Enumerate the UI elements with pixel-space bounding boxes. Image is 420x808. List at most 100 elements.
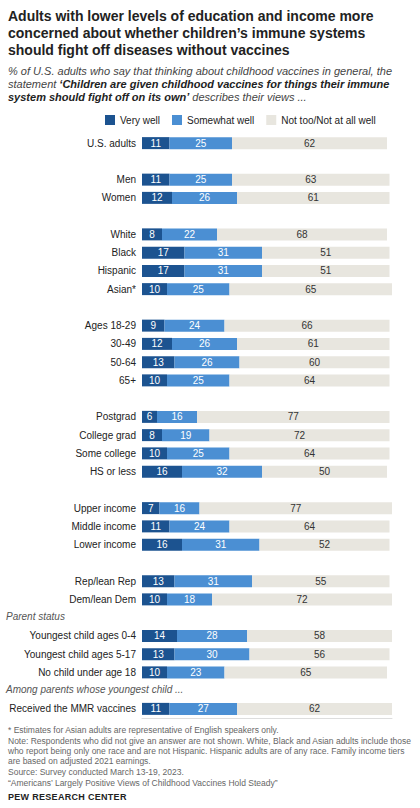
svg-text:25: 25	[193, 375, 205, 386]
svg-text:25: 25	[193, 448, 205, 459]
svg-text:72: 72	[296, 594, 308, 605]
svg-text:31: 31	[208, 576, 220, 587]
svg-text:62: 62	[304, 138, 316, 149]
svg-text:52: 52	[319, 539, 331, 550]
svg-text:10: 10	[149, 594, 161, 605]
svg-text:25: 25	[195, 138, 207, 149]
svg-text:55: 55	[315, 576, 327, 587]
svg-text:24: 24	[189, 320, 201, 331]
svg-text:Some college: Some college	[75, 448, 136, 459]
svg-text:77: 77	[290, 503, 302, 514]
svg-text:56: 56	[314, 649, 326, 660]
svg-text:25: 25	[195, 174, 207, 185]
svg-text:16: 16	[156, 539, 168, 550]
svg-text:13: 13	[153, 576, 165, 587]
svg-text:12: 12	[151, 338, 163, 349]
svg-text:50: 50	[319, 466, 331, 477]
svg-text:10: 10	[149, 667, 161, 678]
svg-text:25: 25	[193, 284, 205, 295]
svg-text:Lower income: Lower income	[74, 539, 137, 550]
svg-text:64: 64	[304, 521, 316, 532]
svg-text:72: 72	[294, 430, 306, 441]
svg-text:13: 13	[153, 649, 165, 660]
svg-text:10: 10	[149, 375, 161, 386]
svg-text:Black: Black	[112, 247, 137, 258]
svg-text:77: 77	[288, 411, 300, 422]
svg-text:9: 9	[150, 320, 156, 331]
svg-text:13: 13	[153, 357, 165, 368]
svg-text:30: 30	[206, 649, 218, 660]
svg-text:Upper income: Upper income	[74, 503, 137, 514]
svg-text:Parent status: Parent status	[6, 611, 65, 622]
svg-text:60: 60	[309, 357, 321, 368]
svg-text:Ages 18-29: Ages 18-29	[85, 320, 137, 331]
svg-text:19: 19	[180, 430, 192, 441]
svg-text:62: 62	[309, 703, 321, 714]
svg-text:8: 8	[149, 229, 155, 240]
svg-text:No child under age 18: No child under age 18	[38, 667, 136, 678]
svg-text:16: 16	[171, 411, 183, 422]
svg-text:65: 65	[305, 284, 317, 295]
svg-text:11: 11	[151, 174, 162, 185]
svg-text:HS or less: HS or less	[90, 466, 136, 477]
svg-text:Youngest child ages 0-4: Youngest child ages 0-4	[30, 630, 137, 641]
svg-text:11: 11	[151, 138, 162, 149]
svg-text:Very well: Very well	[120, 115, 160, 126]
svg-text:Somewhat well: Somewhat well	[187, 115, 254, 126]
svg-text:31: 31	[218, 265, 230, 276]
svg-text:51: 51	[320, 265, 332, 276]
svg-text:61: 61	[308, 338, 320, 349]
svg-text:16: 16	[156, 466, 168, 477]
svg-text:Youngest child ages 5-17: Youngest child ages 5-17	[24, 649, 136, 660]
svg-text:26: 26	[199, 338, 211, 349]
svg-text:White: White	[110, 229, 136, 240]
svg-text:Men: Men	[117, 174, 136, 185]
svg-text:Hispanic: Hispanic	[98, 265, 136, 276]
svg-text:11: 11	[151, 703, 162, 714]
svg-text:31: 31	[215, 539, 227, 550]
svg-text:Postgrad: Postgrad	[96, 411, 136, 422]
svg-text:66: 66	[301, 320, 313, 331]
svg-text:6: 6	[147, 411, 153, 422]
svg-text:58: 58	[314, 630, 326, 641]
svg-text:65: 65	[300, 667, 312, 678]
svg-text:61: 61	[308, 192, 320, 203]
svg-text:51: 51	[320, 247, 332, 258]
svg-text:68: 68	[296, 229, 308, 240]
svg-text:26: 26	[199, 192, 211, 203]
svg-text:14: 14	[154, 630, 166, 641]
svg-text:10: 10	[149, 448, 161, 459]
svg-text:Received the MMR vaccines: Received the MMR vaccines	[9, 703, 136, 714]
svg-text:23: 23	[190, 667, 202, 678]
svg-text:24: 24	[194, 521, 206, 532]
svg-text:Not too/Not at all well: Not too/Not at all well	[281, 115, 376, 126]
svg-text:7: 7	[148, 503, 154, 514]
svg-text:Asian*: Asian*	[107, 284, 136, 295]
svg-text:11: 11	[151, 521, 162, 532]
svg-text:50-64: 50-64	[110, 357, 136, 368]
svg-text:28: 28	[206, 630, 218, 641]
svg-text:22: 22	[184, 229, 196, 240]
svg-text:31: 31	[218, 247, 230, 258]
svg-text:College grad: College grad	[79, 430, 136, 441]
svg-text:64: 64	[304, 448, 316, 459]
svg-text:16: 16	[174, 503, 186, 514]
svg-text:17: 17	[158, 265, 170, 276]
svg-text:32: 32	[216, 466, 228, 477]
svg-text:27: 27	[198, 703, 210, 714]
svg-text:Women: Women	[102, 192, 136, 203]
svg-text:18: 18	[184, 594, 196, 605]
svg-text:63: 63	[305, 174, 317, 185]
svg-text:26: 26	[201, 357, 213, 368]
svg-text:8: 8	[149, 430, 155, 441]
svg-text:U.S. adults: U.S. adults	[87, 138, 136, 149]
svg-text:17: 17	[158, 247, 170, 258]
svg-text:Rep/lean Rep: Rep/lean Rep	[75, 576, 137, 587]
svg-text:Among parents whose youngest c: Among parents whose youngest child ...	[5, 684, 183, 695]
svg-text:64: 64	[304, 375, 316, 386]
svg-text:Middle income: Middle income	[72, 521, 137, 532]
svg-text:Dem/lean Dem: Dem/lean Dem	[69, 594, 136, 605]
svg-text:10: 10	[149, 284, 161, 295]
svg-text:65+: 65+	[119, 375, 136, 386]
svg-text:30-49: 30-49	[110, 338, 136, 349]
